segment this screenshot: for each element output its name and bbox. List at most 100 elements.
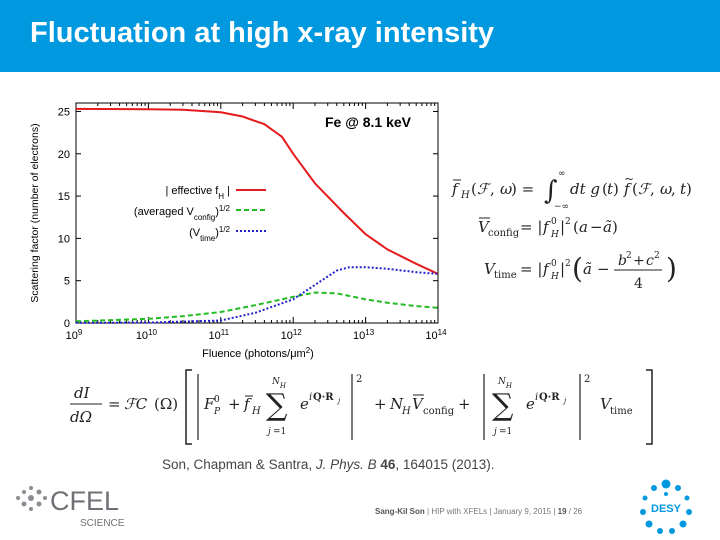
legend: | effective fH | (averaged Vconfig)1/2 (… — [134, 185, 266, 243]
svg-text:2: 2 — [626, 251, 632, 261]
svg-text:b: b — [618, 253, 627, 269]
desy-logo-text: DESY — [651, 503, 682, 515]
svg-text:= |: = | — [520, 218, 542, 236]
legend-label-vtime: (Vtime)1/2 — [189, 225, 230, 243]
svg-text:i: i — [535, 392, 538, 403]
svg-text:=1: =1 — [273, 427, 286, 437]
svg-text:H: H — [550, 272, 559, 282]
svg-text:f: f — [243, 395, 252, 413]
svg-text:V: V — [412, 395, 425, 413]
svg-text:(: ( — [632, 180, 638, 198]
svg-text:ã: ã — [603, 218, 612, 236]
svg-text:−: − — [597, 260, 610, 278]
footer-talk: HIP with XFELs — [431, 507, 488, 516]
slide-title: Fluctuation at high x-ray intensity — [30, 17, 495, 49]
series-line-1 — [75, 291, 439, 323]
svg-text:f: f — [623, 180, 632, 198]
svg-text:(: ( — [602, 180, 608, 198]
y-tick-label: 5 — [64, 276, 70, 288]
svg-text:4: 4 — [634, 276, 643, 292]
svg-text:0: 0 — [551, 259, 557, 269]
svg-text:Q·R: Q·R — [539, 392, 560, 403]
svg-text:2: 2 — [356, 374, 362, 385]
plot-frame — [75, 102, 439, 324]
svg-text:ω: ω — [500, 180, 512, 198]
svg-text:j: j — [562, 397, 567, 405]
footer-total: / 26 — [568, 507, 583, 516]
x-tick-label: 109 — [66, 328, 83, 343]
citation-rest: , 164015 (2013). — [395, 457, 495, 472]
svg-text:f: f — [542, 260, 551, 278]
svg-text:j: j — [492, 427, 497, 437]
svg-text:~: ~ — [624, 172, 634, 186]
x-axis: 109 1010 1011 1012 1013 1014 — [66, 103, 447, 342]
svg-text:ã: ã — [583, 260, 592, 278]
svg-text:t: t — [607, 180, 614, 198]
svg-text:): ) — [666, 252, 677, 285]
svg-text:Q·R: Q·R — [313, 392, 334, 403]
footer: Sang-Kil Son | HIP with XFELs | January … — [375, 507, 583, 516]
svg-text:0: 0 — [214, 395, 220, 405]
chart-annotation: Fe @ 8.1 keV — [325, 114, 412, 130]
svg-text:,: , — [650, 180, 655, 198]
x-tick-label: 1014 — [425, 328, 447, 343]
citation-volume: 46 — [376, 457, 396, 472]
svg-text:2: 2 — [584, 374, 590, 385]
x-tick-label: 1012 — [281, 328, 303, 343]
x-tick-label: 1011 — [209, 328, 230, 343]
svg-text:): ) — [613, 180, 619, 198]
svg-text:H: H — [550, 230, 559, 240]
svg-text:ℱC: ℱC — [124, 395, 148, 413]
svg-text:H: H — [401, 406, 411, 417]
series-layer — [75, 107, 439, 324]
svg-text:) =: ) = — [511, 180, 534, 198]
equation-vconfig: V config = | f 0 H | 2 (a − ã) — [478, 217, 618, 240]
svg-text:2: 2 — [565, 217, 571, 227]
y-axis: 0 5 10 15 20 25 — [58, 106, 438, 330]
svg-text:e: e — [526, 395, 535, 413]
svg-text:dt g: dt g — [570, 180, 600, 198]
title-bar: Fluctuation at high x-ray intensity — [0, 0, 720, 72]
svg-text:= |: = | — [520, 260, 542, 278]
svg-text:=1: =1 — [499, 427, 512, 437]
svg-text:∑: ∑ — [492, 388, 514, 423]
cfel-logo-subtext: SCIENCE — [80, 518, 125, 529]
svg-text:e: e — [300, 395, 309, 413]
y-tick-label: 0 — [64, 318, 70, 330]
svg-text:(: ( — [471, 180, 477, 198]
cfel-logo: CFEL SCIENCE — [16, 486, 125, 529]
svg-text:F: F — [203, 395, 215, 413]
svg-text:(Ω): (Ω) — [154, 395, 178, 413]
svg-text:ω: ω — [660, 180, 672, 198]
svg-text:=: = — [108, 395, 121, 413]
svg-text:dI: dI — [74, 384, 91, 402]
svg-text:): ) — [612, 218, 618, 236]
y-axis-label: Scattering factor (number of electrons) — [29, 123, 41, 302]
x-axis-label: Fluence (photons/μm2) — [202, 346, 314, 361]
equation-fh: f H (ℱ, ω) = ∫ ∞ −∞ dt g(t) f~ (ℱ, ω, t) — [451, 169, 692, 212]
svg-text:t: t — [680, 180, 687, 198]
x-tick-label: 1013 — [353, 328, 375, 343]
svg-text:−: − — [590, 218, 603, 236]
svg-text:0: 0 — [551, 217, 557, 227]
legend-label-effective-fh: | effective fH | — [166, 185, 231, 201]
svg-text:V: V — [478, 218, 491, 236]
svg-text:,: , — [490, 180, 495, 198]
svg-text:|: | — [560, 260, 565, 278]
svg-text:i: i — [309, 392, 312, 403]
citation-authors: Son, Chapman & Santra, — [162, 457, 316, 472]
right-equations: f H (ℱ, ω) = ∫ ∞ −∞ dt g(t) f~ (ℱ, ω, t)… — [451, 169, 692, 292]
legend-label-vconfig: (averaged Vconfig)1/2 — [134, 204, 231, 222]
svg-text:|: | — [560, 218, 565, 236]
svg-text:N: N — [389, 395, 404, 413]
footer-date: January 9, 2015 — [493, 507, 552, 516]
citation-journal: J. Phys. B — [315, 457, 377, 472]
svg-text:H: H — [251, 406, 261, 417]
svg-text:dΩ: dΩ — [70, 408, 92, 426]
svg-text:∫: ∫ — [544, 176, 558, 206]
svg-text:f: f — [451, 180, 460, 198]
svg-text:time: time — [610, 406, 633, 417]
svg-text:+: + — [633, 253, 645, 269]
svg-text:∑: ∑ — [266, 388, 288, 423]
svg-text:2: 2 — [565, 259, 571, 269]
